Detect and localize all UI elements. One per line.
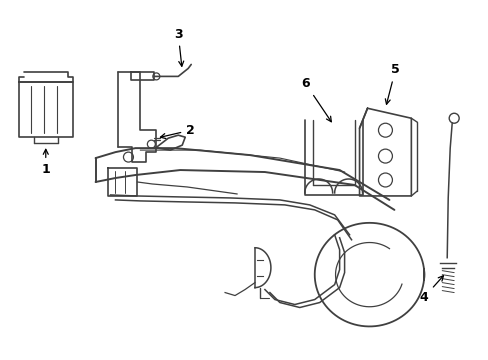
Text: 6: 6: [301, 77, 331, 122]
Text: 3: 3: [174, 28, 183, 66]
Text: 2: 2: [160, 124, 195, 139]
Text: 1: 1: [41, 149, 50, 176]
Text: 4: 4: [419, 276, 443, 303]
Text: 5: 5: [385, 63, 399, 104]
